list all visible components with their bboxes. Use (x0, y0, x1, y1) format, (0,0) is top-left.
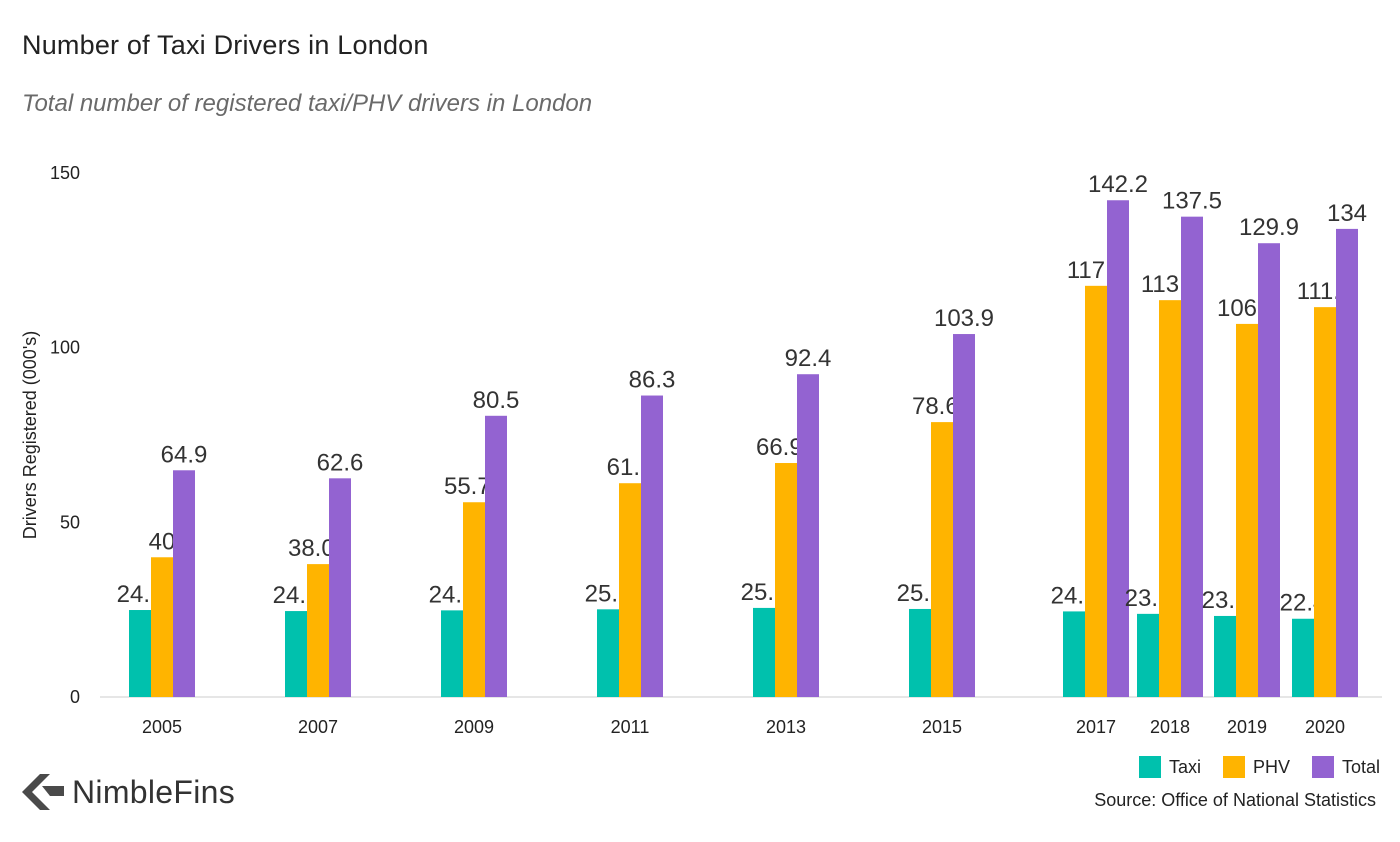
legend-item-taxi: Taxi (1138, 756, 1201, 778)
legend-label-taxi: Taxi (1168, 756, 1201, 777)
bar-phv-2017 (1085, 285, 1107, 697)
data-label-phv-2005: 40 (149, 528, 176, 555)
data-label-total-2005: 64.9 (161, 441, 208, 468)
bar-total-2018 (1181, 216, 1203, 697)
source-note: Source: Office of National Statistics (1094, 790, 1376, 810)
data-label-total-2020: 134 (1327, 200, 1367, 227)
bar-phv-2005 (151, 557, 173, 697)
bar-total-2005 (173, 470, 195, 697)
x-tick-label-2015: 2015 (922, 717, 962, 737)
data-label-total-2017: 142.2 (1088, 171, 1148, 198)
bar-total-2020 (1336, 228, 1358, 698)
bar-taxi-2015 (909, 608, 931, 697)
data-label-total-2015: 103.9 (934, 305, 994, 332)
x-tick-label-2020: 2020 (1305, 717, 1345, 737)
legend-item-phv: PHV (1222, 756, 1290, 778)
chart-title: Number of Taxi Drivers in London (22, 30, 429, 60)
bar-phv-2011 (619, 483, 641, 697)
bar-taxi-2009 (441, 610, 463, 697)
legend-swatch-total (1311, 756, 1334, 778)
brand-logo: NimbleFins (20, 772, 235, 812)
bar-total-2017 (1107, 200, 1129, 698)
legend-item-total: Total (1311, 756, 1380, 778)
legend-label-phv: PHV (1252, 756, 1290, 777)
bar-phv-2019 (1236, 323, 1258, 697)
data-label-total-2007: 62.6 (317, 449, 364, 476)
left-chevron-logo-icon (22, 774, 64, 810)
x-tick-label-2018: 2018 (1150, 717, 1190, 737)
x-tick-label-2011: 2011 (611, 717, 650, 737)
bar-taxi-2013 (753, 607, 775, 697)
x-tick-label-2009: 2009 (454, 717, 494, 737)
bar-total-2007 (329, 478, 351, 697)
bar-taxi-2005 (129, 610, 151, 697)
legend-swatch-taxi (1138, 756, 1161, 778)
x-tick-label-2007: 2007 (298, 717, 338, 737)
bar-phv-2020 (1314, 307, 1336, 697)
bar-total-2011 (641, 395, 663, 697)
bar-taxi-2017 (1063, 611, 1085, 697)
bar-phv-2015 (931, 422, 953, 697)
chart-legend: Taxi PHV Total (1117, 756, 1380, 778)
bar-phv-2018 (1159, 300, 1181, 697)
data-label-total-2019: 129.9 (1239, 214, 1299, 241)
x-tick-label-2013: 2013 (766, 717, 806, 737)
bar-total-2019 (1258, 243, 1280, 697)
chart-subtitle: Total number of registered taxi/PHV driv… (22, 90, 593, 117)
legend-swatch-phv (1222, 756, 1245, 778)
bar-taxi-2007 (285, 611, 307, 697)
y-axis-title: Drivers Registered (000's) (20, 331, 40, 540)
data-label-total-2009: 80.5 (473, 387, 520, 414)
y-tick-label-50: 50 (60, 512, 80, 532)
bar-total-2015 (953, 334, 975, 697)
bar-phv-2009 (463, 502, 485, 697)
bar-total-2013 (797, 374, 819, 697)
logo-text: NimbleFins (72, 773, 236, 810)
x-tick-label-2017: 2017 (1076, 717, 1116, 737)
bar-total-2009 (485, 415, 507, 697)
data-label-total-2011: 86.3 (629, 367, 676, 394)
bar-taxi-2018 (1137, 613, 1159, 697)
data-label-total-2013: 92.4 (785, 345, 832, 372)
bar-taxi-2019 (1214, 615, 1236, 697)
bar-taxi-2011 (597, 609, 619, 697)
legend-label-total: Total (1341, 756, 1380, 777)
bar-phv-2007 (307, 564, 329, 697)
x-tick-label-2019: 2019 (1227, 717, 1267, 737)
x-tick-label-2005: 2005 (142, 717, 182, 737)
y-tick-label-0: 0 (70, 687, 80, 707)
y-tick-label-150: 150 (50, 163, 80, 183)
data-label-total-2018: 137.5 (1162, 188, 1222, 215)
bar-phv-2013 (775, 463, 797, 697)
y-tick-label-100: 100 (50, 338, 80, 358)
bar-taxi-2020 (1292, 618, 1314, 697)
